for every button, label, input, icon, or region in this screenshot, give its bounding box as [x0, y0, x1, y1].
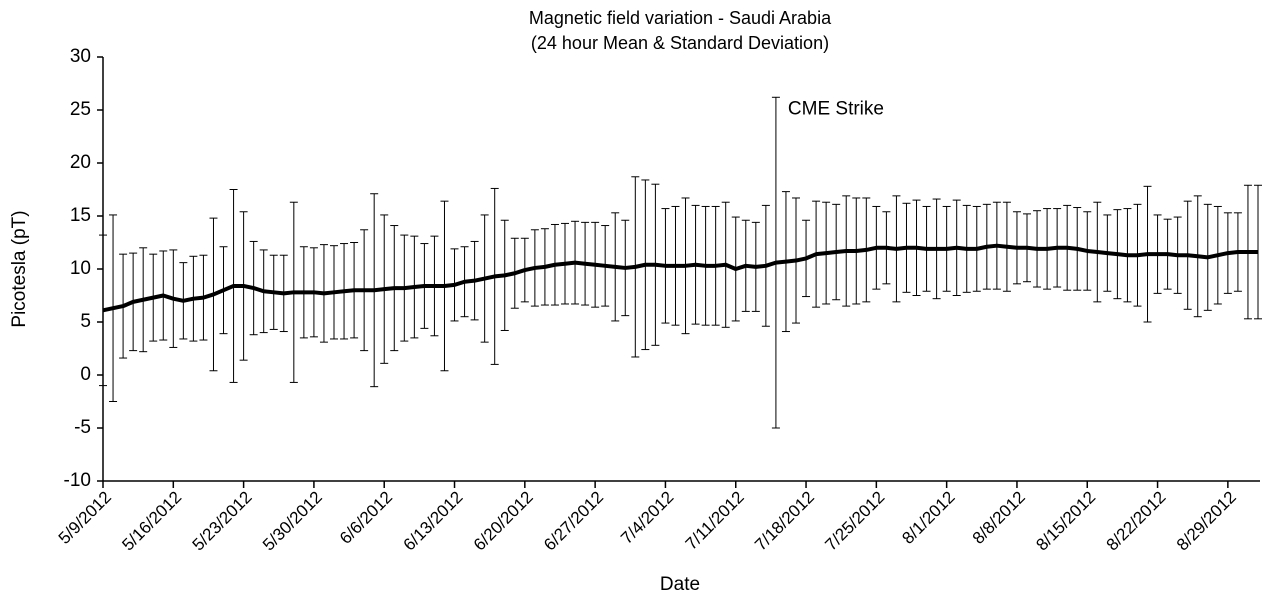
y-axis-label: Picotesla (pT): [9, 210, 30, 327]
x-axis-label: Date: [660, 574, 700, 595]
x-tick-label: 8/29/2012: [1173, 488, 1240, 555]
x-tick-label: 8/22/2012: [1103, 488, 1170, 555]
x-tick-label: 8/8/2012: [969, 488, 1029, 548]
x-tick-label: 6/6/2012: [336, 488, 396, 548]
x-tick-label: 5/16/2012: [118, 488, 185, 555]
x-tick-label: 5/9/2012: [55, 488, 115, 548]
mean-line: [102, 243, 1258, 313]
x-tick-label: 8/1/2012: [898, 488, 958, 548]
x-tick-label: 7/4/2012: [617, 488, 677, 548]
y-tick-label: 0: [80, 364, 91, 385]
y-tick-label: -5: [74, 417, 91, 438]
y-tick-label: 20: [70, 152, 91, 173]
y-tick-label: -10: [64, 470, 91, 491]
x-tick-label: 5/23/2012: [189, 488, 256, 555]
x-tick-label: 7/25/2012: [821, 488, 888, 555]
y-tick-label: 30: [70, 46, 91, 67]
y-tick-label: 10: [70, 258, 91, 279]
x-tick-label: 8/15/2012: [1032, 488, 1099, 555]
x-tick-label: 5/30/2012: [259, 488, 326, 555]
x-tick-label: 6/13/2012: [400, 488, 467, 555]
x-tick-label: 6/27/2012: [540, 488, 607, 555]
chart-subtitle: (24 hour Mean & Standard Deviation): [531, 33, 829, 53]
y-tick-label: 25: [70, 99, 91, 120]
y-tick-label: 5: [80, 311, 91, 332]
y-tick-label: 15: [70, 205, 91, 226]
x-tick-label: 6/20/2012: [470, 488, 537, 555]
chart-title: Magnetic field variation - Saudi Arabia: [529, 8, 832, 28]
x-tick-label: 7/11/2012: [682, 488, 748, 554]
annotation: CME Strike: [788, 98, 884, 119]
x-tick-label: 7/18/2012: [751, 488, 818, 555]
